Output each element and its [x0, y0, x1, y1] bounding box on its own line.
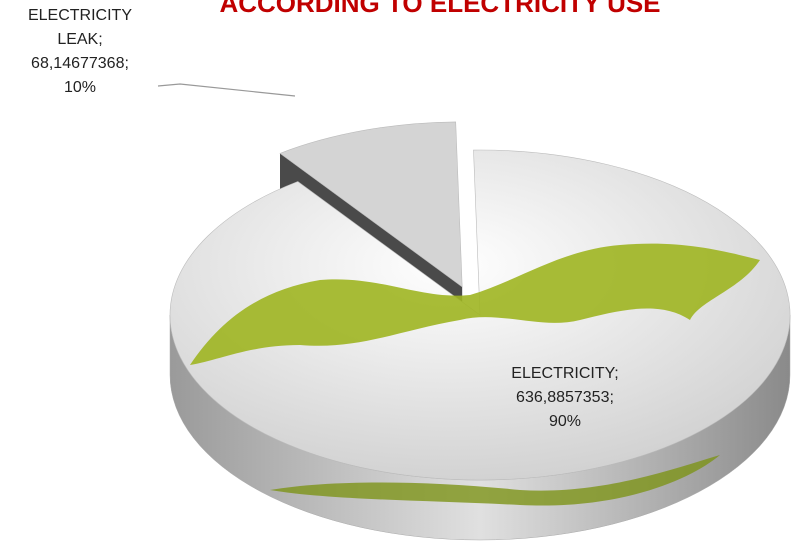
chart-title: ACCORDING TO ELECTRICITY USE	[219, 0, 661, 18]
decoration-cloth	[270, 455, 720, 506]
leader-line	[157, 83, 296, 97]
label-separator: ;	[124, 55, 129, 72]
label-percent: 10%	[63, 79, 97, 96]
label-percent: 90%	[548, 413, 582, 430]
label-name: ELECTRICITY LEAK	[27, 7, 132, 48]
label-separator: ;	[614, 365, 619, 382]
decoration-cloth	[190, 243, 760, 365]
label-separator: ;	[98, 31, 103, 48]
label-value: 68,14677368	[31, 55, 125, 72]
label-value: 636,8857353	[516, 389, 610, 406]
label-name: ELECTRICITY	[511, 365, 615, 382]
slice	[279, 121, 463, 288]
data-label: ELECTRICITY; 636,8857353; 90%	[495, 362, 635, 434]
label-separator: ;	[609, 389, 614, 406]
data-label: ELECTRICITY LEAK; 68,14677368; 10%	[20, 4, 140, 100]
